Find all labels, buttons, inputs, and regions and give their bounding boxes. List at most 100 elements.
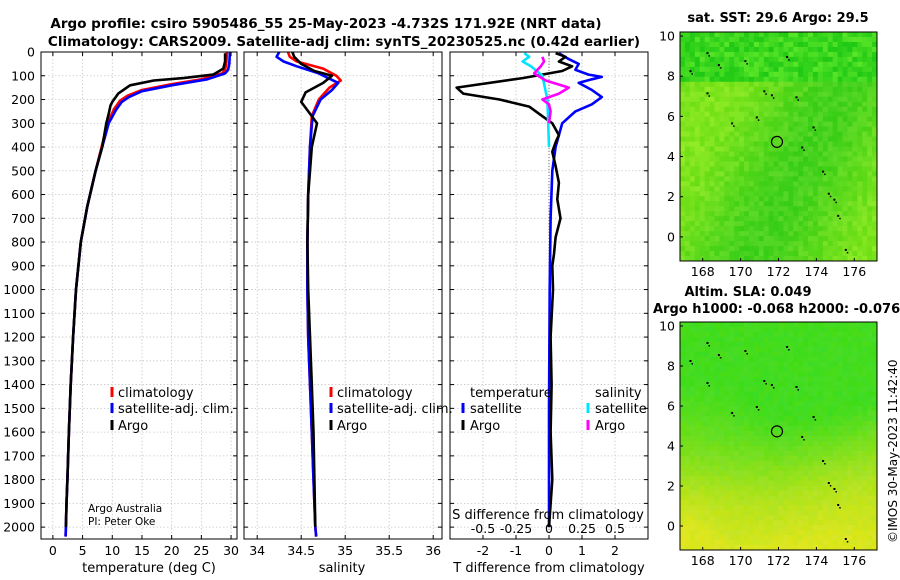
heatmap-cell — [763, 136, 770, 142]
heatmap-cell — [744, 171, 750, 177]
heatmap-cell — [847, 41, 853, 48]
heatmap-cell — [714, 450, 720, 457]
heatmap-cell — [852, 181, 858, 187]
heatmap-cell — [763, 66, 770, 73]
heatmap-cell — [778, 46, 784, 53]
heatmap-cell — [699, 515, 706, 521]
heatmap-cell — [857, 171, 863, 177]
heatmap-cell — [689, 505, 696, 511]
heatmap-cell — [842, 450, 848, 457]
heatmap-cell — [734, 396, 740, 402]
heatmap-cell — [817, 490, 824, 496]
heatmap-cell — [680, 525, 686, 531]
heatmap-cell — [744, 36, 750, 43]
heatmap-cell — [857, 211, 863, 217]
heatmap-cell — [719, 116, 725, 123]
heatmap-cell — [778, 101, 784, 108]
heatmap-cell — [709, 505, 715, 511]
heatmap-cell — [763, 201, 770, 207]
heatmap-cell — [817, 176, 824, 182]
heatmap-cell — [699, 216, 706, 222]
heatmap-cell — [763, 396, 770, 402]
heatmap-cell — [719, 106, 725, 113]
heatmap-cell — [822, 221, 829, 227]
heatmap-cell — [862, 201, 868, 207]
heatmap-cell — [763, 465, 770, 472]
heatmap-cell — [837, 71, 843, 78]
heatmap-cell — [827, 525, 834, 531]
heatmap-cell — [847, 181, 853, 187]
heatmap-cell — [758, 406, 765, 412]
heatmap-cell — [827, 236, 834, 242]
heatmap-cell — [793, 221, 799, 227]
heatmap-cell — [739, 101, 745, 108]
heatmap-cell — [812, 116, 819, 123]
heatmap-cell — [709, 520, 715, 526]
heatmap-cell — [842, 416, 848, 422]
heatmap-cell — [867, 322, 873, 328]
heatmap-cell — [812, 246, 819, 252]
x-tick-label: 0 — [545, 543, 553, 558]
heatmap-cell — [862, 545, 868, 551]
heatmap-cell — [798, 131, 804, 137]
heatmap-cell — [748, 101, 755, 108]
island-dot — [706, 92, 709, 95]
heatmap-cell — [812, 396, 819, 402]
heatmap-cell — [783, 51, 789, 58]
heatmap-cell — [837, 201, 843, 207]
heatmap-cell — [719, 475, 725, 482]
heatmap-cell — [808, 231, 814, 237]
salinity-lines — [275, 51, 343, 537]
heatmap-cell — [803, 136, 809, 142]
heatmap-cell — [817, 241, 824, 247]
heatmap-cell — [847, 361, 853, 368]
heatmap-cell — [817, 326, 824, 333]
heatmap-cell — [788, 256, 794, 262]
heatmap-cell — [704, 361, 710, 368]
heatmap-cell — [857, 111, 863, 118]
heatmap-cell — [778, 236, 784, 242]
heatmap-cell — [827, 475, 834, 482]
heatmap-cell — [689, 146, 696, 152]
heatmap-cell — [739, 411, 745, 417]
heatmap-cell — [719, 460, 725, 467]
island-dot — [839, 507, 841, 509]
heatmap-cell — [739, 256, 745, 262]
island-dot — [795, 386, 798, 388]
depth-tick-label: 0 — [27, 45, 35, 60]
heatmap-cell — [763, 246, 770, 252]
heatmap-cell — [744, 206, 750, 212]
heatmap-cell — [680, 146, 686, 152]
heatmap-cell — [808, 161, 814, 167]
heatmap-cell — [689, 346, 696, 353]
heatmap-cell — [847, 176, 853, 182]
heatmap-cell — [758, 376, 765, 382]
heatmap-cell — [852, 406, 858, 412]
heatmap-cell — [758, 386, 765, 392]
heatmap-cell — [758, 106, 765, 113]
heatmap-cell — [724, 525, 730, 531]
heatmap-cell — [852, 336, 858, 343]
heatmap-cell — [872, 76, 878, 83]
heatmap-cell — [788, 470, 794, 477]
heatmap-cell — [832, 201, 838, 207]
heatmap-cell — [832, 246, 838, 252]
heatmap-cell — [714, 376, 720, 382]
heatmap-cell — [837, 431, 843, 437]
heatmap-cell — [798, 401, 804, 407]
heatmap-cell — [783, 351, 789, 358]
heatmap-cell — [857, 445, 863, 452]
heatmap-cell — [847, 445, 853, 452]
heatmap-cell — [714, 460, 720, 467]
heatmap-cell — [734, 490, 740, 496]
heatmap-cell — [758, 121, 765, 127]
depth-tick-label: 1600 — [3, 425, 35, 440]
heatmap-cell — [729, 475, 735, 482]
heatmap-cell — [812, 76, 819, 83]
heatmap-cell — [857, 505, 863, 511]
heatmap-cell — [689, 171, 696, 177]
heatmap-cell — [739, 346, 745, 353]
heatmap-cell — [724, 226, 730, 232]
island-dot — [797, 389, 799, 391]
heatmap-cell — [803, 111, 809, 118]
